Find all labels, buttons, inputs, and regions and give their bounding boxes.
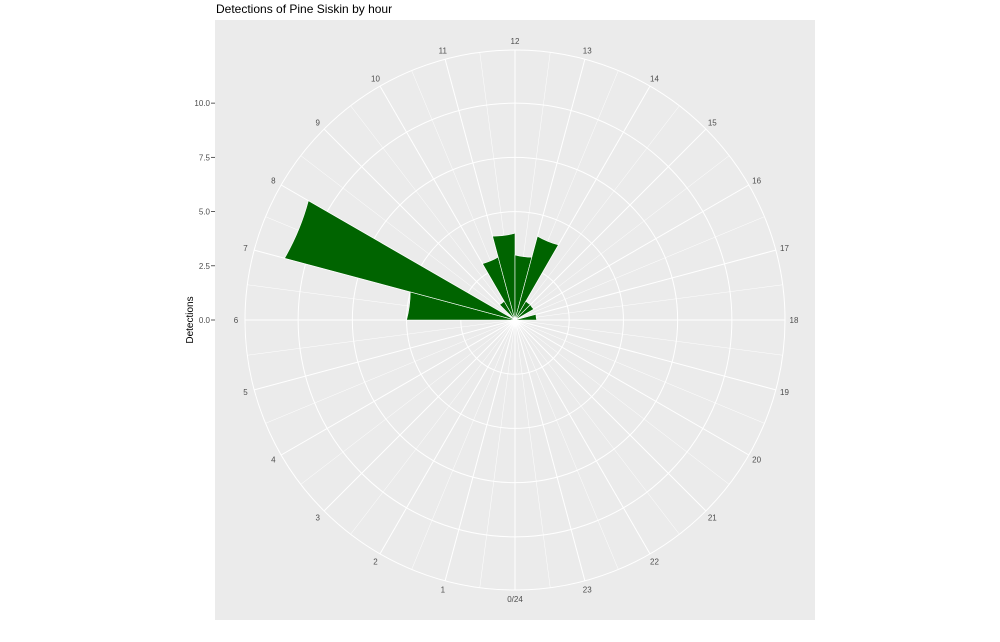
- hour-label: 11: [439, 47, 448, 56]
- minor-gridline: [514, 319, 619, 570]
- major-gridline: [323, 128, 516, 321]
- hour-label: 18: [790, 316, 799, 325]
- hour-label: 4: [271, 456, 276, 465]
- major-gridline: [514, 128, 707, 321]
- minor-gridline: [514, 319, 783, 356]
- hour-label: 6: [234, 316, 239, 325]
- hour-label: 0/24: [507, 595, 523, 604]
- major-gridline: [514, 319, 750, 456]
- hour-label: 20: [752, 456, 761, 465]
- major-gridline: [514, 319, 586, 581]
- minor-gridline: [350, 105, 516, 321]
- bar-hour-13: [514, 235, 559, 321]
- y-tick-label: 0.0: [199, 316, 211, 325]
- hour-label: 13: [583, 47, 592, 56]
- y-axis-label: Detections: [185, 296, 196, 343]
- hour-label: 17: [780, 244, 789, 253]
- major-gridline: [444, 319, 516, 581]
- hour-label: 22: [650, 558, 659, 567]
- hour-label: 10: [371, 74, 380, 83]
- minor-gridline: [300, 319, 516, 485]
- minor-gridline: [514, 319, 680, 535]
- minor-gridline: [514, 319, 765, 424]
- y-axis: 0.0 2.5 5.0 7.5 10.0: [194, 99, 215, 325]
- major-gridline: [514, 184, 750, 321]
- hour-label: 2: [373, 558, 378, 567]
- hour-label: 9: [315, 119, 320, 128]
- y-tick-label: 7.5: [199, 153, 211, 162]
- minor-gridline: [514, 105, 680, 321]
- minor-gridline: [265, 319, 516, 424]
- major-gridline: [514, 319, 776, 391]
- hour-label: 16: [752, 177, 761, 186]
- hour-label: 15: [708, 119, 717, 128]
- major-gridline: [254, 319, 516, 391]
- minor-gridline: [514, 319, 551, 588]
- minor-gridline: [247, 319, 516, 356]
- hour-label: 12: [511, 37, 520, 46]
- minor-gridline: [514, 216, 765, 321]
- minor-gridline: [514, 284, 783, 321]
- bar-hour-7: [284, 200, 516, 321]
- hour-label: 5: [243, 388, 248, 397]
- y-tick-label: 10.0: [194, 99, 210, 108]
- bars: [284, 200, 559, 321]
- hour-label: 1: [441, 585, 446, 594]
- major-gridline: [379, 319, 516, 555]
- major-gridline: [514, 319, 707, 512]
- hour-label: 8: [271, 177, 276, 186]
- hour-labels: 0/24123456789101112131415161718192021222…: [234, 37, 799, 604]
- hour-label: 23: [583, 585, 592, 594]
- y-tick-label: 5.0: [199, 208, 211, 217]
- hour-label: 21: [708, 513, 717, 522]
- minor-gridline: [411, 319, 516, 570]
- chart-title: Detections of Pine Siskin by hour: [216, 2, 392, 16]
- major-gridline: [323, 319, 516, 512]
- major-gridline: [280, 319, 516, 456]
- y-tick-label: 2.5: [199, 262, 211, 271]
- bar-hour-17: [514, 313, 538, 321]
- hour-label: 3: [315, 513, 320, 522]
- bar-hour-15: [514, 304, 535, 321]
- bar-hour-11: [492, 232, 516, 321]
- minor-gridline: [514, 319, 730, 485]
- minor-gridline: [514, 155, 730, 321]
- major-gridline: [514, 249, 776, 321]
- major-gridline: [514, 319, 651, 555]
- minor-gridline: [479, 319, 516, 588]
- minor-gridline: [350, 319, 516, 535]
- hour-label: 14: [650, 74, 659, 83]
- hour-label: 7: [243, 244, 248, 253]
- minor-gridline: [300, 155, 516, 321]
- hour-label: 19: [780, 388, 789, 397]
